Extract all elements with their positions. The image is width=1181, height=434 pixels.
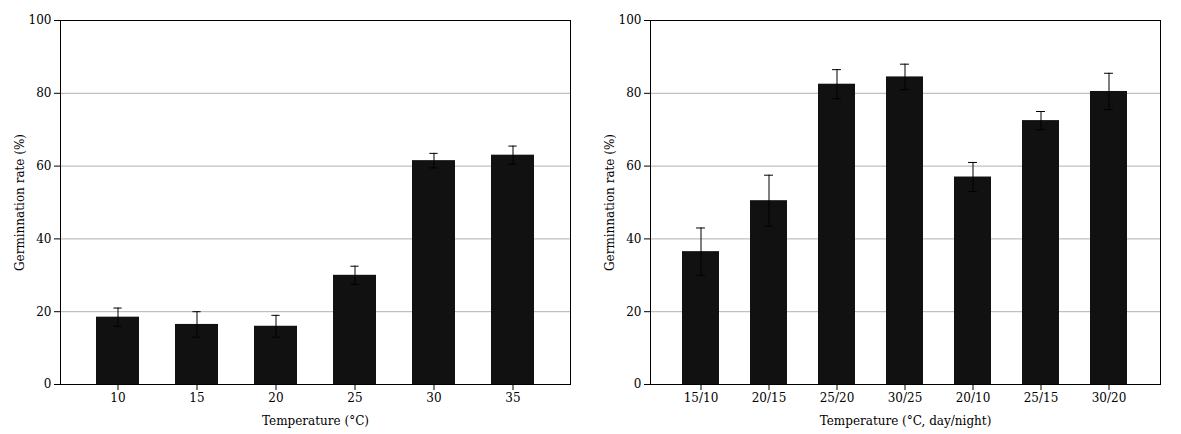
svg-text:80: 80 xyxy=(36,86,51,100)
svg-text:20: 20 xyxy=(626,305,641,319)
svg-text:25: 25 xyxy=(347,391,362,405)
svg-text:100: 100 xyxy=(29,13,52,27)
svg-text:30: 30 xyxy=(426,391,441,405)
svg-text:100: 100 xyxy=(619,13,642,27)
svg-text:80: 80 xyxy=(626,86,641,100)
svg-text:20/10: 20/10 xyxy=(956,391,991,405)
svg-text:15/10: 15/10 xyxy=(684,391,719,405)
svg-text:Temperature (°C, day/night): Temperature (°C, day/night) xyxy=(820,414,992,428)
svg-text:40: 40 xyxy=(36,232,51,246)
svg-text:15: 15 xyxy=(189,391,204,405)
svg-text:30/20: 30/20 xyxy=(1092,391,1127,405)
svg-text:Temperature (°C): Temperature (°C) xyxy=(262,414,369,428)
svg-text:10: 10 xyxy=(110,391,125,405)
svg-text:20: 20 xyxy=(36,305,51,319)
svg-text:20/15: 20/15 xyxy=(752,391,787,405)
svg-text:25/20: 25/20 xyxy=(820,391,855,405)
svg-text:0: 0 xyxy=(634,377,642,391)
svg-text:0: 0 xyxy=(44,377,52,391)
svg-text:Germinnation rate (%): Germinnation rate (%) xyxy=(603,134,617,271)
svg-text:60: 60 xyxy=(36,159,51,173)
svg-text:Germinnation rate (%): Germinnation rate (%) xyxy=(13,134,27,271)
svg-text:35: 35 xyxy=(505,391,520,405)
svg-text:20: 20 xyxy=(268,391,283,405)
svg-text:60: 60 xyxy=(626,159,641,173)
svg-text:40: 40 xyxy=(626,232,641,246)
svg-text:25/15: 25/15 xyxy=(1024,391,1059,405)
svg-text:30/25: 30/25 xyxy=(888,391,923,405)
